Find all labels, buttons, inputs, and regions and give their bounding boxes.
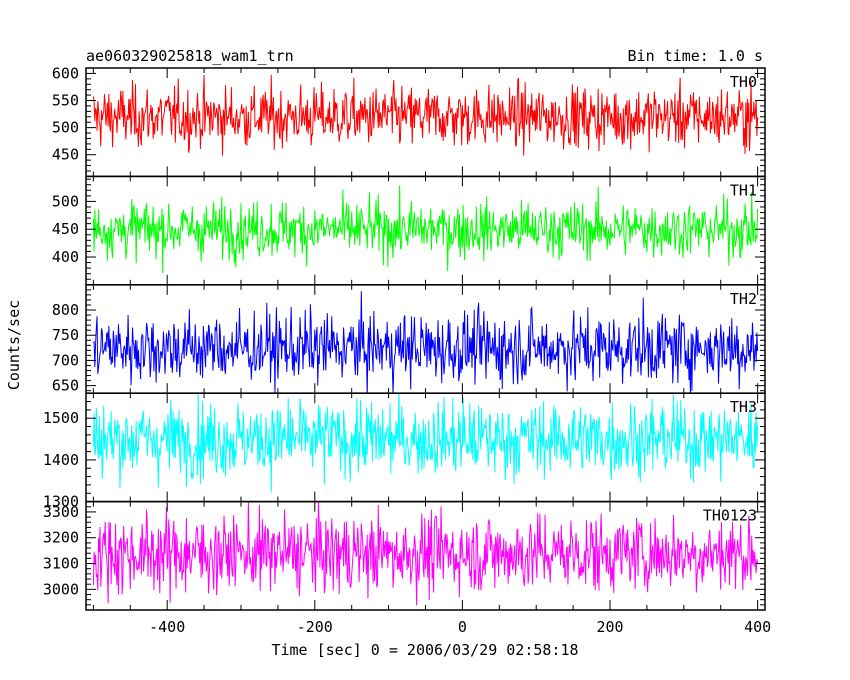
y-tick-label-th1: 400 bbox=[52, 248, 79, 266]
y-tick-label-th3: 1300 bbox=[43, 493, 79, 511]
y-axis-label: Counts/sec bbox=[5, 300, 23, 390]
y-tick-label-th2: 650 bbox=[52, 377, 79, 395]
x-tick-label: 400 bbox=[744, 618, 771, 636]
y-tick-label-th3: 1400 bbox=[43, 451, 79, 469]
y-tick-label-th2: 800 bbox=[52, 301, 79, 319]
y-tick-label-th0: 550 bbox=[52, 92, 79, 110]
series-line-th3 bbox=[92, 393, 759, 493]
x-tick-label: 200 bbox=[596, 618, 623, 636]
bin-time-label: Bin time: 1.0 s bbox=[628, 47, 763, 65]
y-tick-label-th0123: 3200 bbox=[43, 529, 79, 547]
series-label-th3: TH3 bbox=[730, 398, 757, 416]
series-line-th1 bbox=[92, 185, 759, 274]
y-tick-label-th0123: 3300 bbox=[43, 503, 79, 521]
y-tick-label-th0123: 3000 bbox=[43, 580, 79, 598]
series-label-th1: TH1 bbox=[730, 181, 757, 199]
series-line-th2 bbox=[92, 291, 759, 394]
y-tick-label-th1: 500 bbox=[52, 192, 79, 210]
y-tick-label-th0: 500 bbox=[52, 119, 79, 137]
y-tick-label-th2: 700 bbox=[52, 351, 79, 369]
series-line-th0123 bbox=[92, 501, 759, 606]
chart-title: ae060329025818_wam1_trn bbox=[86, 47, 294, 65]
y-tick-label-th0: 600 bbox=[52, 64, 79, 82]
panels: 450 500 550 600 TH0 400 450 500 TH1 650 700 750 800 T… bbox=[43, 64, 771, 636]
x-tick-label: -200 bbox=[297, 618, 333, 636]
y-tick-label-th1: 450 bbox=[52, 220, 79, 238]
y-tick-label-th0: 450 bbox=[52, 146, 79, 164]
y-tick-label-th3: 1500 bbox=[43, 409, 79, 427]
x-axis-label: Time [sec] 0 = 2006/03/29 02:58:18 bbox=[271, 641, 578, 659]
x-tick-label: -400 bbox=[149, 618, 185, 636]
series-label-th2: TH2 bbox=[730, 290, 757, 308]
series-line-th0 bbox=[92, 74, 759, 156]
series-label-th0: TH0 bbox=[730, 73, 757, 91]
series-label-th0123: TH0123 bbox=[703, 507, 757, 525]
y-tick-label-th2: 750 bbox=[52, 326, 79, 344]
y-tick-label-th0123: 3100 bbox=[43, 555, 79, 573]
x-tick-label: 0 bbox=[458, 618, 467, 636]
